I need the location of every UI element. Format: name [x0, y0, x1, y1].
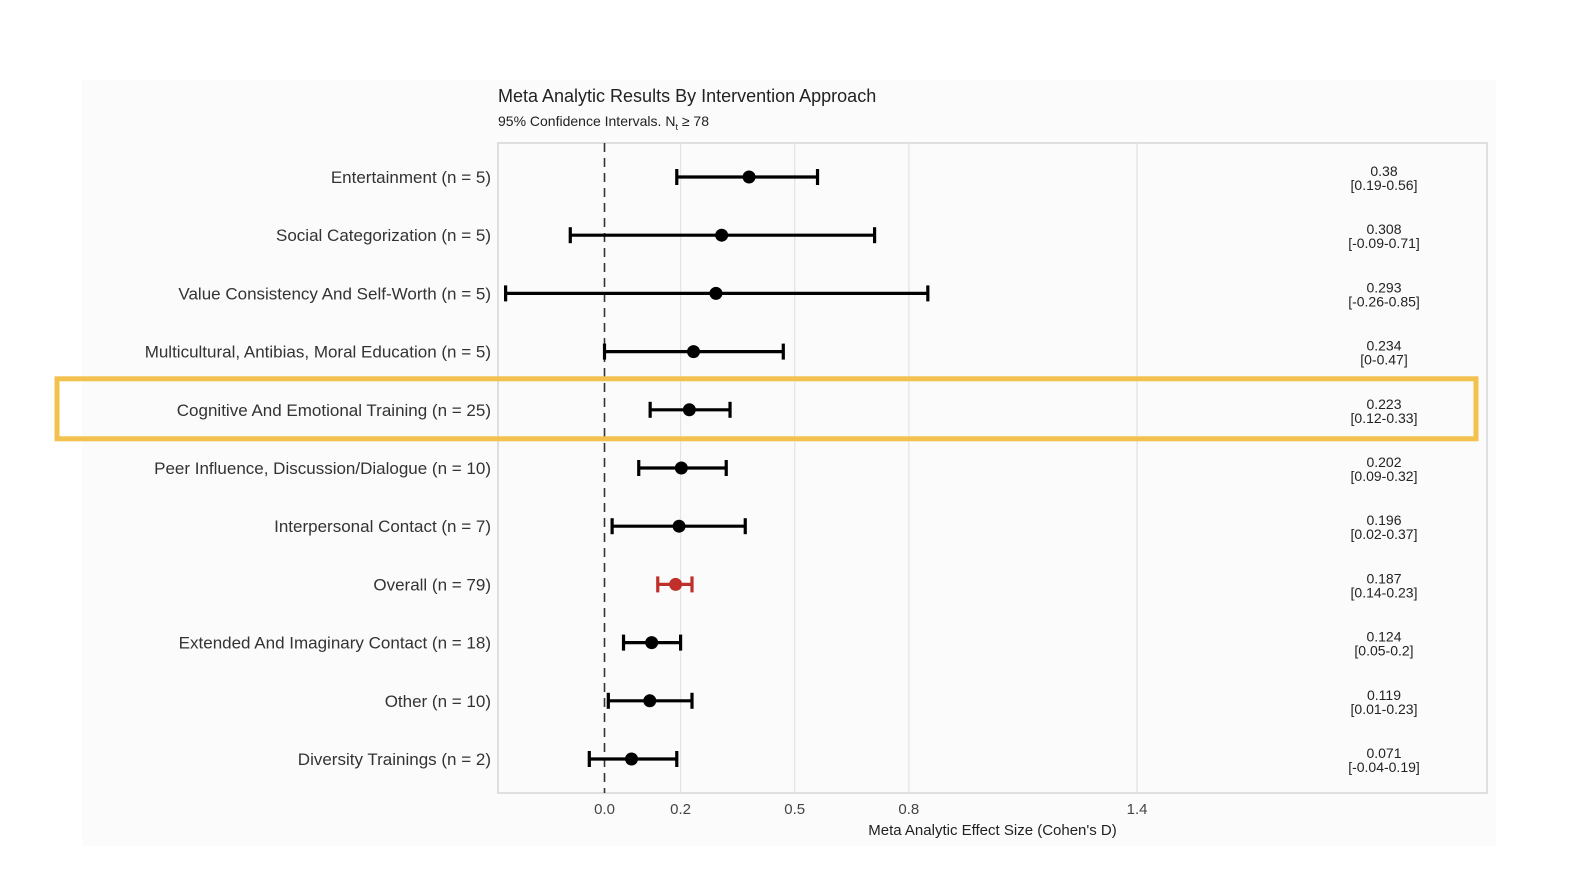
subtitle-text: 95% Confidence Intervals. N	[498, 113, 676, 129]
row-label: Interpersonal Contact (n = 7)	[274, 517, 491, 536]
estimate-label: 0.202	[1366, 454, 1401, 470]
x-tick-label: 1.4	[1127, 801, 1148, 818]
ci-label: [-0.09-0.71]	[1348, 235, 1420, 251]
subtitle-subscript: t	[675, 121, 678, 132]
subtitle-tail: ≥ 78	[677, 113, 709, 129]
row-label: Cognitive And Emotional Training (n = 25…	[177, 401, 491, 420]
x-axis-title: Meta Analytic Effect Size (Cohen's D)	[868, 822, 1117, 839]
x-tick-label: 0.2	[670, 801, 691, 818]
point-estimate	[715, 228, 729, 242]
ci-label: [0.19-0.56]	[1351, 177, 1418, 193]
point-estimate	[682, 403, 696, 417]
ci-label: [-0.04-0.19]	[1348, 759, 1420, 775]
highlight-box	[54, 376, 1479, 442]
point-estimate	[687, 345, 701, 359]
estimate-label: 0.196	[1366, 512, 1401, 528]
estimate-label: 0.223	[1366, 396, 1401, 412]
row-label: Overall (n = 79)	[373, 575, 491, 594]
estimate-label: 0.293	[1366, 279, 1401, 295]
point-estimate	[625, 752, 639, 766]
row-label: Multicultural, Antibias, Moral Education…	[145, 343, 491, 362]
point-estimate	[643, 694, 657, 708]
ci-label: [0.09-0.32]	[1351, 468, 1418, 484]
ci-label: [0.12-0.33]	[1351, 410, 1418, 426]
ci-label: [0.14-0.23]	[1351, 584, 1418, 600]
chart-subtitle: 95% Confidence Intervals. Nt ≥ 78	[498, 113, 709, 132]
estimate-label: 0.308	[1366, 221, 1401, 237]
estimate-label: 0.071	[1366, 745, 1401, 761]
point-estimate	[672, 519, 686, 533]
x-tick-label: 0.5	[784, 801, 805, 818]
point-estimate	[645, 636, 659, 650]
ci-label: [0.02-0.37]	[1351, 526, 1418, 542]
row-label: Value Consistency And Self-Worth (n = 5)	[178, 284, 491, 303]
estimate-label: 0.124	[1366, 629, 1401, 645]
x-tick-label: 0.8	[898, 801, 919, 818]
ci-label: [0.05-0.2]	[1354, 643, 1413, 659]
chart-title: Meta Analytic Results By Intervention Ap…	[498, 86, 877, 106]
estimate-label: 0.38	[1370, 163, 1397, 179]
point-estimate	[669, 577, 683, 591]
row-label: Other (n = 10)	[385, 692, 491, 711]
row-label: Peer Influence, Discussion/Dialogue (n =…	[154, 459, 491, 478]
row-label: Diversity Trainings (n = 2)	[298, 750, 491, 769]
row-label: Social Categorization (n = 5)	[276, 226, 491, 245]
row-label: Extended And Imaginary Contact (n = 18)	[179, 634, 491, 653]
ci-label: [0.01-0.23]	[1351, 701, 1418, 717]
point-estimate	[742, 170, 756, 184]
point-estimate	[709, 286, 723, 300]
x-tick-label: 0.0	[594, 801, 615, 818]
estimate-label: 0.119	[1367, 687, 1401, 703]
estimate-label: 0.234	[1366, 338, 1401, 354]
ci-label: [0-0.47]	[1360, 352, 1407, 368]
ci-label: [-0.26-0.85]	[1348, 293, 1420, 309]
row-label: Entertainment (n = 5)	[331, 168, 491, 187]
point-estimate	[674, 461, 688, 475]
estimate-label: 0.187	[1366, 570, 1401, 586]
